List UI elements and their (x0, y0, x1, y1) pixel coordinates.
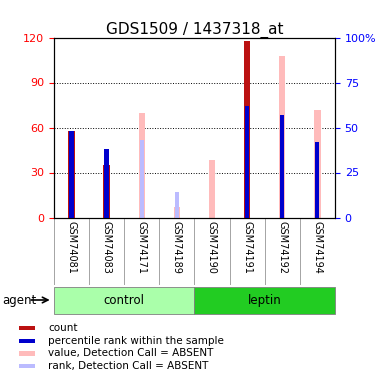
Bar (244, 40, 250, 218)
Bar (315, 146, 320, 218)
Bar (19, 339, 35, 343)
Text: percentile rank within the sample: percentile rank within the sample (49, 336, 224, 346)
Text: GSM74081: GSM74081 (67, 221, 77, 274)
Bar (104, 165, 110, 218)
Text: control: control (104, 294, 145, 307)
Text: GSM74192: GSM74192 (277, 221, 287, 274)
Text: rank, Detection Call = ABSENT: rank, Detection Call = ABSENT (49, 361, 209, 371)
Bar (19, 351, 35, 355)
Bar (19, 364, 35, 368)
Text: agent: agent (2, 294, 36, 307)
Title: GDS1509 / 1437318_at: GDS1509 / 1437318_at (105, 21, 283, 38)
Bar (280, 115, 285, 218)
Text: GSM74191: GSM74191 (242, 221, 252, 274)
Bar (19, 326, 35, 330)
Text: GSM74171: GSM74171 (137, 221, 147, 274)
Text: GSM74083: GSM74083 (102, 221, 112, 274)
Bar (104, 149, 109, 217)
Bar (315, 142, 320, 218)
Bar (175, 192, 179, 217)
Text: value, Detection Call = ABSENT: value, Detection Call = ABSENT (49, 348, 214, 358)
Bar (245, 106, 249, 218)
Bar (209, 160, 215, 218)
Text: leptin: leptin (248, 294, 281, 307)
FancyBboxPatch shape (54, 287, 194, 314)
Bar (279, 56, 285, 217)
Bar (139, 113, 145, 218)
Text: GSM74194: GSM74194 (312, 221, 322, 274)
Bar (174, 207, 180, 218)
Bar (69, 131, 74, 218)
Bar (314, 110, 321, 218)
Text: count: count (49, 323, 78, 333)
Bar (68, 130, 75, 218)
FancyBboxPatch shape (194, 287, 335, 314)
Text: GSM74189: GSM74189 (172, 221, 182, 274)
Text: GSM74190: GSM74190 (207, 221, 217, 274)
Bar (140, 140, 144, 218)
